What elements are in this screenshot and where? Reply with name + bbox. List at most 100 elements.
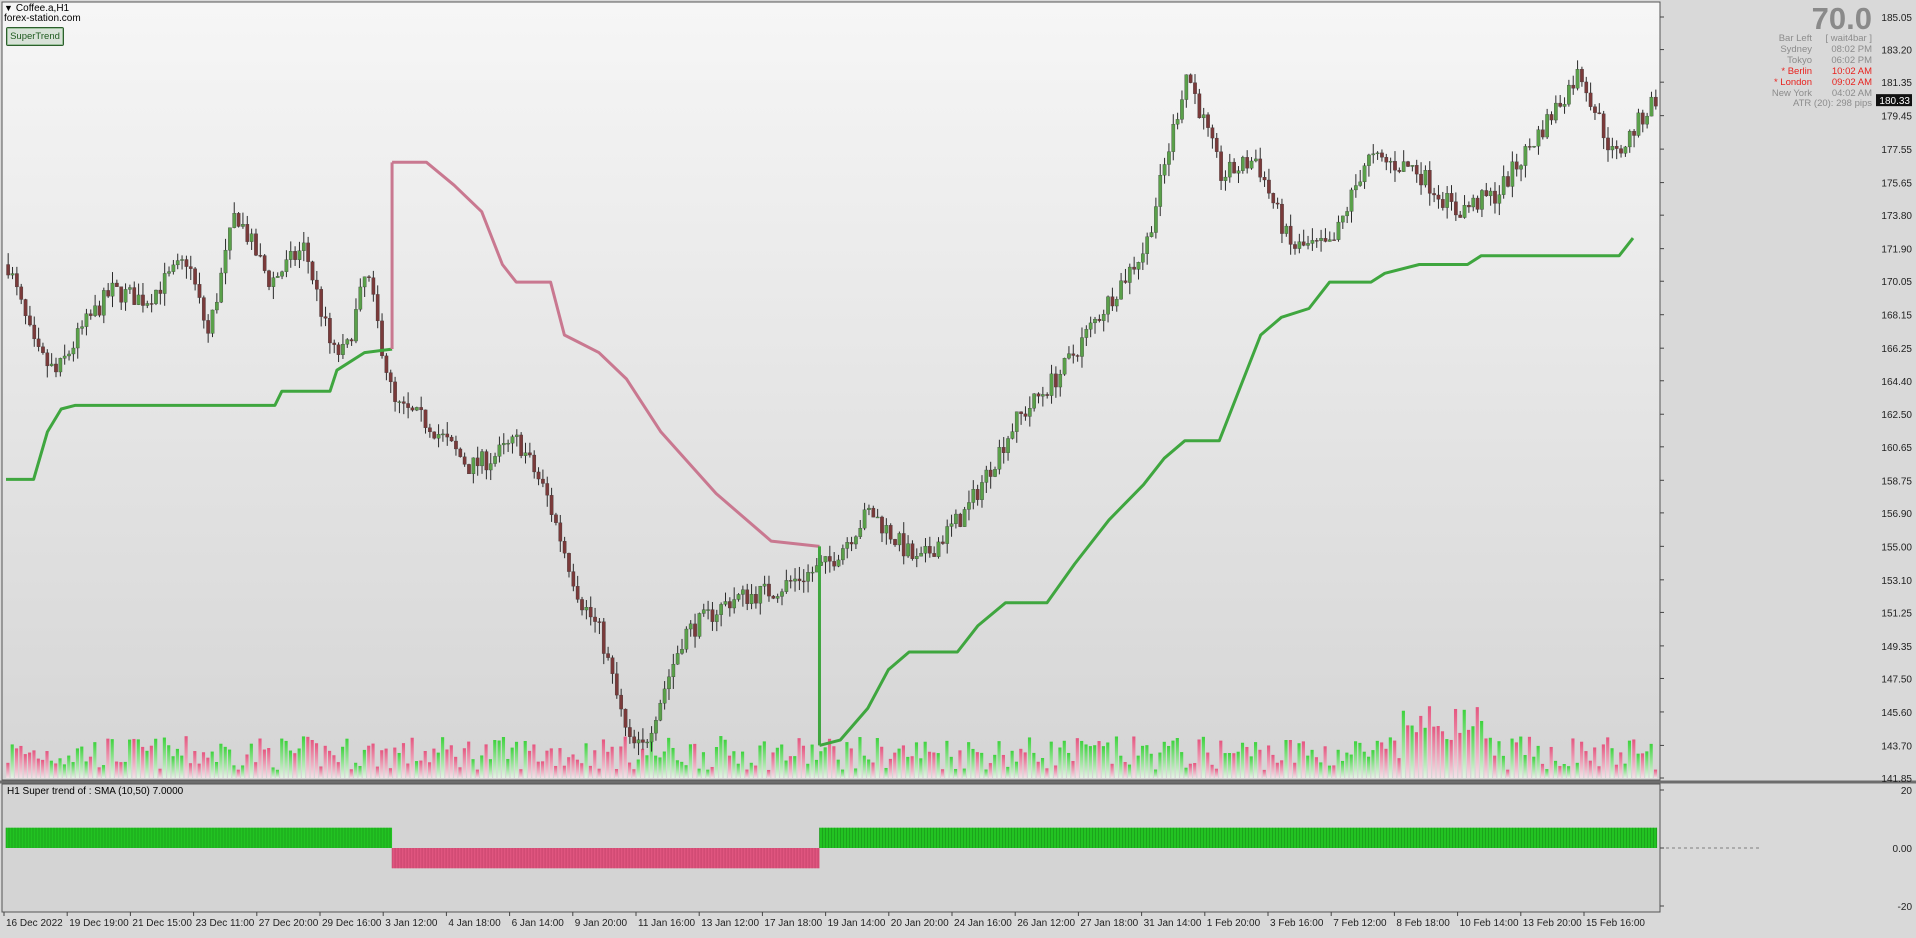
candle-body: [301, 242, 306, 251]
supertrend-up-line: [6, 347, 393, 481]
supertrend-button[interactable]: SuperTrend: [6, 27, 64, 46]
candle-body: [619, 694, 623, 710]
chart-symbol-title[interactable]: ▼ Coffee.a,H1: [4, 3, 69, 14]
candle-body: [36, 338, 41, 347]
volume-bar: [1210, 764, 1214, 778]
volume-bar: [97, 767, 101, 778]
candle-body: [562, 540, 567, 554]
candle-body: [80, 326, 84, 329]
volume-bar: [1501, 755, 1505, 778]
candle-body: [754, 594, 758, 604]
volume-bar: [432, 748, 436, 778]
volume-bar: [1149, 753, 1153, 778]
candle-body: [1610, 146, 1615, 151]
volume-bar: [1462, 709, 1466, 778]
volume-bar: [106, 738, 110, 778]
candle-body: [962, 509, 967, 527]
volume-bar: [1558, 766, 1562, 778]
volume-bar: [41, 759, 45, 778]
volume-bar: [1480, 720, 1484, 778]
volume-bar: [1536, 745, 1540, 778]
candle-body: [1019, 411, 1023, 415]
volume-bar: [445, 749, 449, 778]
volume-bar: [1054, 765, 1058, 778]
price-tick-label: 177.55: [1881, 145, 1912, 156]
candle-body: [723, 601, 728, 605]
candle-body: [984, 469, 989, 483]
candle-body: [532, 454, 537, 473]
candle-body: [858, 528, 863, 537]
candle-body: [475, 457, 480, 467]
candle-body: [393, 381, 397, 402]
volume-bar: [854, 768, 858, 778]
volume-bar: [1123, 762, 1127, 778]
candle-body: [210, 309, 215, 334]
volume-bar: [1158, 752, 1162, 778]
volume-bar: [384, 748, 388, 778]
candle-body: [967, 502, 971, 510]
candle-body: [1010, 431, 1015, 439]
candle-body: [184, 259, 189, 267]
candle-body: [719, 604, 723, 615]
volume-bar: [1119, 755, 1123, 778]
volume-bar: [19, 745, 23, 778]
time-tick-label: 19 Dec 19:00: [69, 918, 129, 929]
volume-bar: [1601, 744, 1605, 778]
candle-body: [614, 673, 619, 696]
candle-body: [15, 273, 19, 288]
volume-bar: [314, 743, 319, 778]
indicator-up-block: [6, 827, 393, 848]
volume-bar: [719, 736, 723, 778]
volume-bar: [241, 765, 245, 778]
candle-body: [1354, 185, 1358, 191]
candle-body: [484, 451, 489, 471]
candle-body: [162, 273, 167, 294]
candle-body: [954, 513, 958, 524]
volume-bar: [371, 743, 375, 778]
volume-bar: [167, 745, 171, 778]
candle-body: [115, 282, 119, 287]
candle-body: [884, 525, 889, 534]
candle-body: [1436, 194, 1441, 200]
volume-bar: [1271, 754, 1275, 778]
candle-body: [1597, 112, 1602, 114]
candle-body: [693, 623, 697, 637]
volume-bar: [1340, 760, 1345, 778]
candle-body: [388, 372, 393, 383]
volume-bar: [632, 769, 636, 778]
candle-body: [154, 289, 158, 304]
candle-body: [219, 272, 224, 303]
candle-body: [1549, 114, 1554, 121]
candle-body: [1649, 96, 1654, 117]
volume-bar: [1388, 737, 1392, 778]
volume-bar: [141, 746, 145, 778]
volume-bar: [219, 743, 223, 778]
volume-bar: [967, 742, 971, 778]
candle-body: [1023, 413, 1028, 417]
candle-body: [1106, 296, 1110, 315]
volume-bar: [1397, 758, 1401, 778]
collapse-triangle-icon[interactable]: ▼: [4, 3, 13, 13]
volume-bar: [797, 738, 801, 778]
volume-bar: [593, 750, 597, 778]
candle-body: [1045, 394, 1050, 396]
volume-bar: [936, 753, 940, 778]
volume-bar: [1623, 763, 1627, 778]
volume-bar: [467, 741, 471, 778]
candle-body: [1097, 318, 1102, 321]
volume-bar: [1206, 752, 1210, 778]
candle-body: [471, 457, 476, 475]
candle-body: [567, 553, 571, 572]
volume-bar: [601, 739, 606, 778]
volume-bar: [1358, 742, 1362, 778]
volume-bar: [1584, 751, 1588, 778]
volume-bar: [1010, 750, 1014, 778]
candle-body: [745, 589, 750, 604]
candle-body: [584, 607, 589, 611]
candle-body: [328, 318, 332, 344]
candle-body: [410, 407, 415, 411]
candle-body: [1393, 161, 1397, 171]
candle-body: [1275, 202, 1280, 205]
candle-body: [1227, 161, 1232, 178]
